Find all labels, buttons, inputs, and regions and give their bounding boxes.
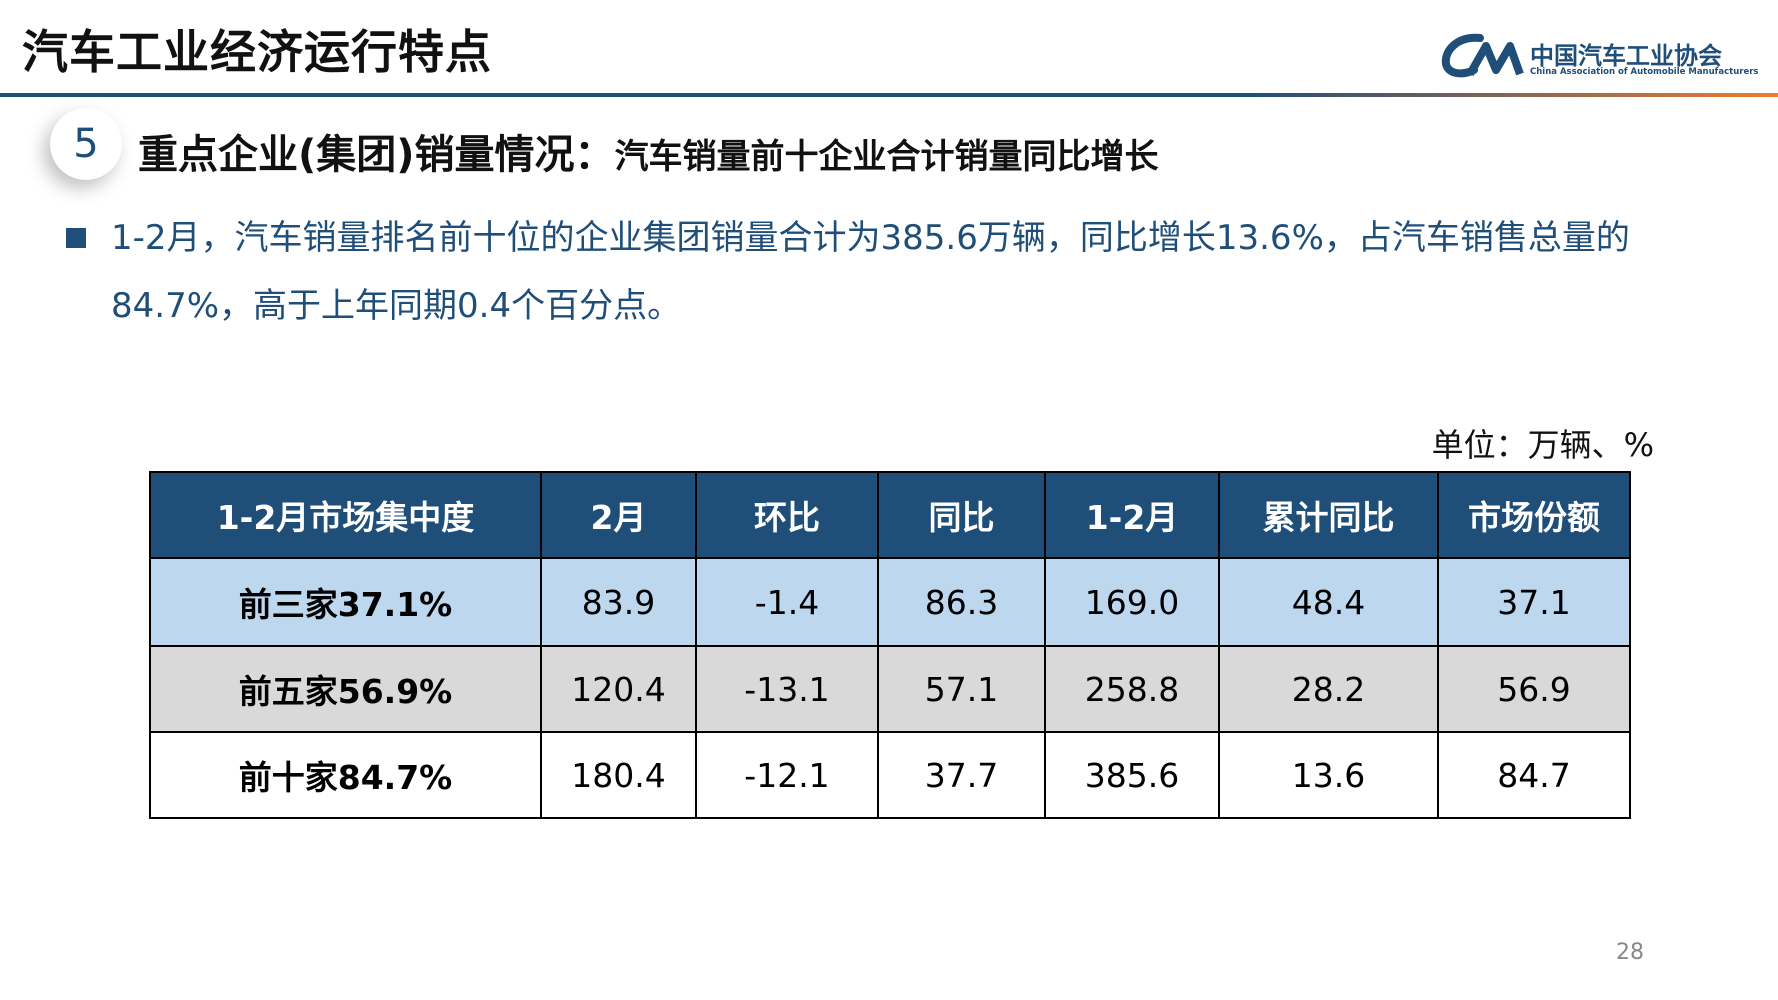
header-cell: 1-2月市场集中度 — [149, 471, 542, 559]
table-cell: 84.7 — [1437, 731, 1631, 819]
section-subtitle: 汽车销量前十企业合计销量同比增长 — [614, 137, 1159, 177]
table-cell: 37.7 — [877, 731, 1046, 819]
unit-label: 单位：万辆、% — [1431, 426, 1654, 464]
row-label: 前三家37.1% — [149, 557, 542, 647]
row-label: 前五家56.9% — [149, 645, 542, 733]
page-title: 汽车工业经济运行特点 — [22, 25, 492, 79]
section-title-main: 重点企业(集团)销量情况： — [138, 132, 615, 178]
table-cell: 83.9 — [540, 557, 697, 647]
table-cell: -12.1 — [695, 731, 879, 819]
table-cell: 57.1 — [877, 645, 1046, 733]
header-row: 1-2月市场集中度 2月 环比 同比 1-2月 累计同比 市场份额 — [149, 471, 1631, 559]
table-row: 前十家84.7% 180.4 -12.1 37.7 385.6 13.6 84.7 — [149, 731, 1631, 819]
header-cell: 2月 — [540, 471, 697, 559]
header-cell: 市场份额 — [1437, 471, 1631, 559]
data-table: 1-2月市场集中度 2月 环比 同比 1-2月 累计同比 市场份额 前三家37.1% 83.9… — [149, 471, 1631, 819]
table-cell: 13.6 — [1218, 731, 1439, 819]
section-number: 5 — [50, 108, 122, 180]
logo-subtext: China Association of Automobile Manufact… — [1530, 67, 1759, 77]
header-cell: 1-2月 — [1044, 471, 1220, 559]
table-cell: 28.2 — [1218, 645, 1439, 733]
page-number: 28 — [1616, 940, 1644, 965]
table-body: 前三家37.1% 83.9 -1.4 86.3 169.0 48.4 37.1 前五家56.9… — [149, 557, 1631, 819]
header-cell: 环比 — [695, 471, 879, 559]
header-rule — [0, 93, 1778, 97]
header-cell: 同比 — [877, 471, 1046, 559]
bullet-text: 1-2月，汽车销量排名前十位的企业集团销量合计为385.6万辆，同比增长13.6… — [111, 218, 1630, 326]
table-cell: 86.3 — [877, 557, 1046, 647]
table-cell: 385.6 — [1044, 731, 1220, 819]
table-cell: 48.4 — [1218, 557, 1439, 647]
table-cell: 56.9 — [1437, 645, 1631, 733]
table-cell: -1.4 — [695, 557, 879, 647]
bullet-marker — [66, 228, 86, 248]
table-row: 前五家56.9% 120.4 -13.1 57.1 258.8 28.2 56.9 — [149, 645, 1631, 733]
table-row: 前三家37.1% 83.9 -1.4 86.3 169.0 48.4 37.1 — [149, 557, 1631, 647]
header-cell: 累计同比 — [1218, 471, 1439, 559]
logo-mark — [1441, 33, 1524, 78]
table-cell: 169.0 — [1044, 557, 1220, 647]
table-cell: 120.4 — [540, 645, 697, 733]
section-title: 重点企业(集团)销量情况：汽车销量前十企业合计销量同比增长 — [138, 122, 1159, 180]
table-cell: -13.1 — [695, 645, 879, 733]
row-label: 前十家84.7% — [149, 731, 542, 819]
table-cell: 258.8 — [1044, 645, 1220, 733]
table-cell: 37.1 — [1437, 557, 1631, 647]
logo-text: 中国汽车工业协会 — [1530, 42, 1722, 70]
table-cell: 180.4 — [540, 731, 697, 819]
